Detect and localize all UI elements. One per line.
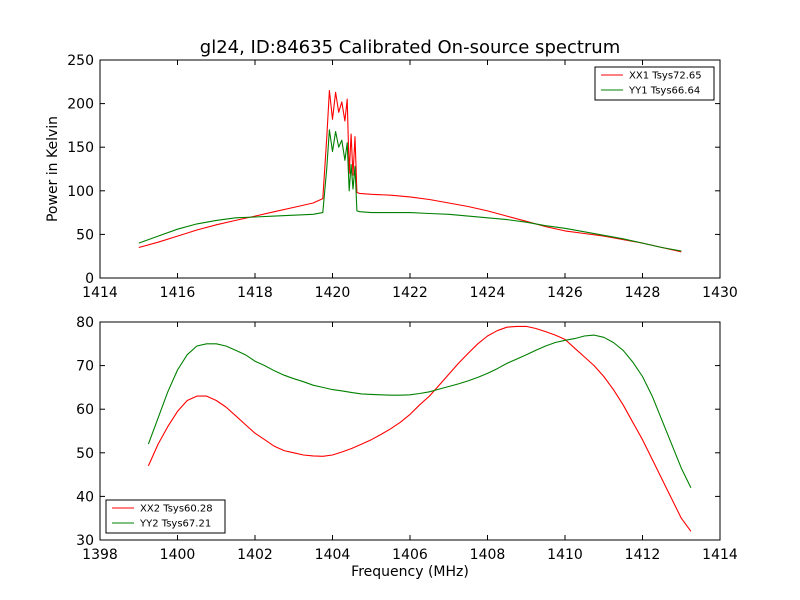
top-legend-label-yy1: YY1 Tsys66.64 bbox=[628, 86, 700, 97]
top-y-axis-label: Power in Kelvin bbox=[45, 116, 61, 222]
top-plot-frame bbox=[99, 59, 721, 279]
bottom-x-tick-label: 1412 bbox=[625, 547, 661, 563]
top-x-tick-label: 1414 bbox=[82, 285, 118, 301]
top-y-tick-label: 0 bbox=[85, 271, 94, 287]
bottom-x-tick-label: 1406 bbox=[392, 547, 428, 563]
top-x-tick-label: 1426 bbox=[547, 285, 583, 301]
chart-title: gl24, ID:84635 Calibrated On-source spec… bbox=[200, 37, 620, 58]
top-axis-ticks: 1414 1416 1418 1420 1422 1424 1426 1428 1430 0 50 1… bbox=[67, 53, 738, 301]
top-x-tick-label: 1424 bbox=[470, 285, 506, 301]
top-x-tick-label: 1416 bbox=[160, 285, 196, 301]
top-x-tick-label: 1428 bbox=[625, 285, 661, 301]
top-y-tick-label: 100 bbox=[67, 184, 94, 200]
top-y-tick-label: 50 bbox=[76, 227, 94, 243]
bottom-x-tick-label: 1404 bbox=[315, 547, 351, 563]
bottom-y-tick-label: 60 bbox=[76, 402, 94, 418]
bottom-y-tick-label: 70 bbox=[76, 359, 94, 375]
top-legend-label-xx1: XX1 Tsys72.65 bbox=[629, 71, 702, 82]
bottom-legend: XX2 Tsys60.28 YY2 Tsys67.21 bbox=[105, 499, 226, 534]
bottom-legend-label-yy2: YY2 Tsys67.21 bbox=[139, 519, 211, 530]
top-y-tick-label: 200 bbox=[67, 97, 94, 113]
top-x-tick-label: 1418 bbox=[237, 285, 273, 301]
top-series-lines bbox=[138, 89, 682, 253]
bottom-y-tick-label: 40 bbox=[76, 489, 94, 505]
bottom-x-tick-label: 1410 bbox=[547, 547, 583, 563]
bottom-x-tick-label: 1408 bbox=[470, 547, 506, 563]
top-panel: gl24, ID:84635 Calibrated On-source spec… bbox=[45, 37, 738, 301]
top-x-tick-label: 1430 bbox=[702, 285, 738, 301]
top-x-tick-label: 1422 bbox=[392, 285, 428, 301]
top-y-tick-label: 150 bbox=[67, 140, 94, 156]
bottom-axis-ticks: 1398 1400 1402 1404 1406 1408 1410 1412 1414 30 40… bbox=[76, 315, 738, 563]
top-x-tick-label: 1420 bbox=[315, 285, 351, 301]
bottom-legend-label-xx2: XX2 Tsys60.28 bbox=[140, 504, 213, 515]
bottom-x-tick-label: 1414 bbox=[702, 547, 738, 563]
bottom-y-tick-label: 80 bbox=[76, 315, 94, 331]
top-y-tick-label: 250 bbox=[67, 53, 94, 69]
bottom-legend-box bbox=[105, 499, 226, 534]
bottom-series-line-xx bbox=[147, 325, 692, 532]
top-legend: XX1 Tsys72.65 YY1 Tsys66.64 bbox=[594, 66, 715, 101]
bottom-plot-frame bbox=[99, 321, 721, 541]
bottom-x-tick-label: 1402 bbox=[237, 547, 273, 563]
top-series-line-yy bbox=[138, 129, 682, 252]
bottom-panel: 1398 1400 1402 1404 1406 1408 1410 1412 1414 30 40… bbox=[76, 315, 738, 580]
bottom-x-tick-label: 1398 bbox=[82, 547, 118, 563]
bottom-y-tick-label: 50 bbox=[76, 446, 94, 462]
top-legend-box bbox=[594, 66, 715, 101]
bottom-y-tick-label: 30 bbox=[76, 533, 94, 549]
bottom-series-lines bbox=[147, 325, 692, 532]
top-series-line-xx bbox=[138, 89, 682, 253]
bottom-series-line-yy bbox=[147, 334, 692, 488]
bottom-x-tick-label: 1400 bbox=[160, 547, 196, 563]
bottom-x-axis-label: Frequency (MHz) bbox=[351, 564, 469, 580]
